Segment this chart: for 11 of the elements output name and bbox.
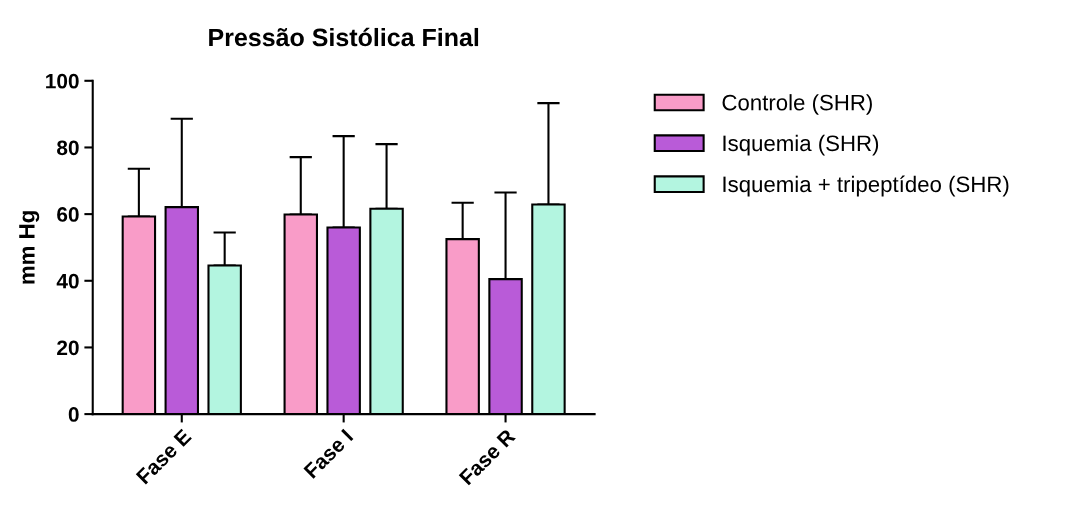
legend-label: Isquemia (SHR) xyxy=(723,134,879,156)
legend-label: Controle (SHR) xyxy=(722,94,872,115)
y-tick-label: 80 xyxy=(57,140,79,156)
y-tick-label: 100 xyxy=(46,73,79,89)
legend-label: Isquemia + tripeptídeo (SHR) xyxy=(723,175,1009,197)
chart-title: Pressão Sistólica Final xyxy=(209,27,479,47)
y-tick-label: 40 xyxy=(56,273,79,289)
y-axis-title: mm Hg xyxy=(19,211,40,284)
y-tick-label: 20 xyxy=(57,340,79,356)
y-tick-label: 0 xyxy=(68,407,79,422)
y-tick-label: 60 xyxy=(57,207,79,222)
